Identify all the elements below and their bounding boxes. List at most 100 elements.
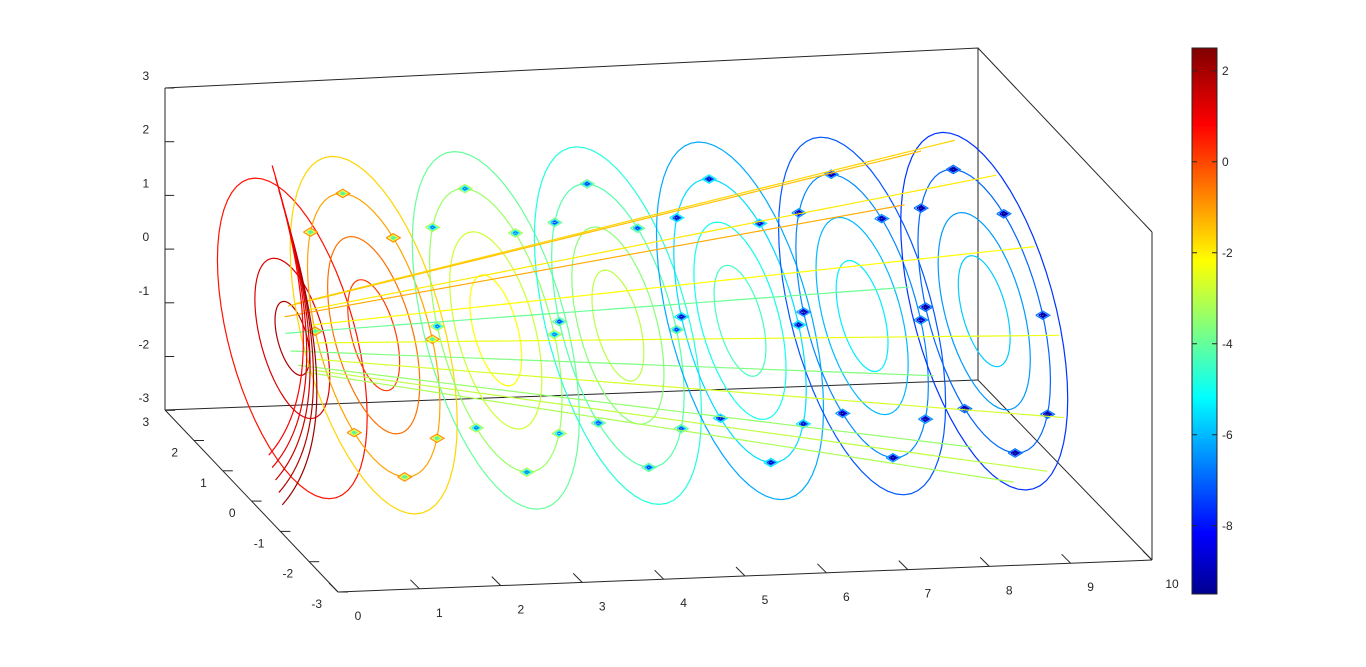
contour-diamond	[550, 219, 560, 226]
contour-diamond	[801, 310, 807, 314]
x-tick-mark	[572, 573, 583, 583]
contour-ring	[533, 146, 703, 506]
contour-streamline	[306, 371, 1014, 483]
contour-diamond	[462, 186, 469, 191]
contour-ring	[713, 264, 767, 377]
y-tick-label: -3	[311, 597, 322, 611]
y-tick-label: 2	[171, 446, 178, 460]
contour-diamond	[385, 232, 402, 243]
contour-diamond	[913, 203, 930, 214]
contour-ring	[591, 269, 645, 382]
contour-diamond	[346, 427, 363, 438]
contour-arc	[275, 190, 311, 481]
contour-arc	[268, 165, 304, 456]
contour-diamond	[338, 190, 349, 197]
contour-diamond	[584, 181, 591, 186]
contour-ring	[937, 211, 1031, 411]
contour-diamond	[678, 426, 685, 431]
contour-diamond	[674, 215, 680, 220]
contour-diamond	[704, 175, 715, 183]
contour-diamond	[796, 307, 812, 317]
contour-diamond	[554, 430, 565, 437]
contour-diamond	[552, 316, 568, 327]
contour-diamond	[457, 183, 474, 194]
contour-diamond	[468, 422, 485, 433]
contour-diamond	[923, 305, 929, 310]
colorbar-tick-label: 2	[1222, 64, 1229, 78]
contour-diamond	[916, 316, 927, 324]
contour-diamond	[579, 178, 596, 189]
contour-diamond	[632, 224, 643, 232]
contour-diamond	[796, 322, 802, 327]
contour-diamond	[918, 302, 934, 313]
contour-diamond	[547, 329, 563, 340]
contour-diamond	[794, 321, 804, 329]
contour-diamond	[591, 418, 607, 428]
contour-diamond	[519, 467, 535, 478]
contour-diamond	[838, 410, 848, 417]
contour-diamond	[918, 318, 924, 322]
contour-arc	[281, 215, 318, 506]
contour-diamond	[556, 431, 563, 436]
contour-ring	[411, 150, 580, 510]
contour-arc	[278, 202, 315, 493]
x-tick-label: 5	[762, 593, 769, 607]
contour-diamond	[701, 174, 718, 184]
contour-diamond	[349, 429, 360, 436]
contour-diamond	[706, 177, 713, 182]
contour-diamond	[388, 234, 399, 242]
contour-diamond	[551, 332, 558, 337]
contour-diamond	[673, 423, 690, 434]
contour-diamond	[595, 421, 602, 425]
contour-diamond	[351, 430, 358, 435]
contour-diamond	[308, 230, 314, 235]
contour-diamond	[524, 470, 530, 475]
contour-diamond	[1001, 211, 1008, 216]
floor-right-edge	[977, 379, 1153, 561]
contour-diamond	[429, 433, 446, 444]
z-tick-label: 3	[143, 69, 150, 83]
contour-diamond	[551, 428, 568, 439]
contour-diamond	[582, 180, 593, 188]
contour-diamond	[303, 227, 319, 238]
contour-ring	[327, 235, 421, 435]
contour-diamond	[427, 335, 438, 343]
contour-diamond	[547, 217, 563, 228]
contour-diamond	[425, 222, 441, 233]
contour-diamond	[1040, 409, 1056, 420]
contour-ring	[673, 178, 807, 464]
contour-streamline	[297, 364, 973, 448]
contour-diamond	[1045, 412, 1051, 417]
contour-diamond	[1007, 448, 1024, 458]
contour-ring	[551, 183, 685, 469]
contour-diamond	[510, 229, 521, 237]
colorbar-ticks: 2 0 -2 -4 -6 -8	[1192, 64, 1233, 533]
contour-diamond	[428, 224, 438, 231]
contour-diamond	[874, 213, 890, 224]
contour-diamond	[757, 221, 763, 226]
x-tick-label: 1	[436, 606, 443, 620]
contour-diamond	[840, 411, 846, 416]
contour-diamond	[430, 225, 436, 230]
contour-diamond	[950, 167, 957, 172]
contour-diamond	[890, 455, 897, 460]
colorbar: 2 0 -2 -4 -6 -8	[1191, 47, 1233, 595]
contour-diamond	[1010, 449, 1021, 457]
contour-diamond	[879, 216, 885, 221]
contour-diamond	[918, 206, 925, 211]
contour-streamline	[294, 139, 955, 305]
contour-diamond	[434, 436, 441, 441]
contour-diamond	[948, 166, 959, 173]
x-tick-mark	[898, 560, 909, 570]
contour-ring	[428, 187, 563, 473]
contour-diamond	[798, 420, 809, 428]
x-tick-mark	[817, 563, 827, 574]
contour-streamline	[284, 204, 905, 318]
y-tick-label: -1	[254, 536, 265, 550]
contour-diamond	[669, 324, 685, 335]
contour-diamond	[1038, 311, 1049, 319]
contour-ring	[449, 231, 543, 430]
z-tick-label: -1	[139, 284, 150, 298]
contour-diamond	[1035, 310, 1051, 321]
contour-streamline	[285, 286, 910, 334]
